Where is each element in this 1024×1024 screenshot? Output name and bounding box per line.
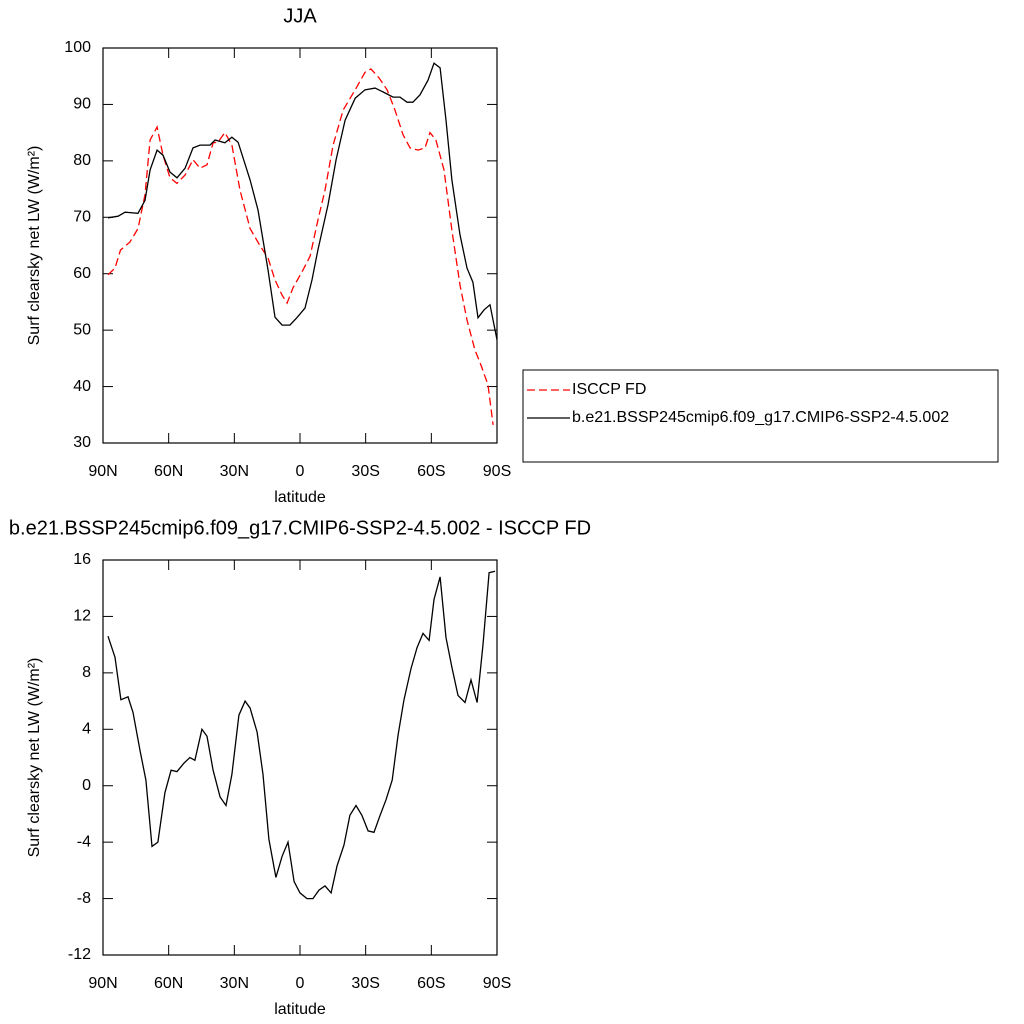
y-tick-label: 90 <box>73 96 91 113</box>
x-tick-label: 60S <box>417 975 445 992</box>
legend-label: b.e21.BSSP245cmip6.f09_g17.CMIP6-SSP2-4.… <box>572 409 949 426</box>
x-axis-label: latitude <box>274 489 326 506</box>
x-tick-label: 90S <box>483 463 511 480</box>
legend-label: ISCCP FD <box>572 381 646 398</box>
x-tick-label: 30S <box>351 463 379 480</box>
x-tick-label: 60N <box>154 975 183 992</box>
y-tick-label: 0 <box>82 777 91 794</box>
chart-title: JJA <box>283 5 317 27</box>
x-tick-label: 90N <box>88 463 117 480</box>
x-tick-label: 0 <box>296 463 305 480</box>
x-tick-label: 0 <box>296 975 305 992</box>
y-tick-label: 100 <box>64 39 91 56</box>
y-axis-label: Surf clearsky net LW (W/m²) <box>26 658 43 858</box>
plot-frame <box>102 47 498 444</box>
y-tick-label: 12 <box>73 608 91 625</box>
y-tick-label: 16 <box>73 551 91 568</box>
x-tick-label: 60N <box>154 463 183 480</box>
y-tick-label: -8 <box>77 890 91 907</box>
data-line <box>107 570 496 900</box>
x-tick-label: 60S <box>417 463 445 480</box>
y-tick-label: -4 <box>77 833 91 850</box>
y-tick-label: 80 <box>73 152 91 169</box>
x-axis-label: latitude <box>274 1001 326 1018</box>
x-tick-label: 30S <box>351 975 379 992</box>
legend-box <box>522 369 999 463</box>
chart-title: b.e21.BSSP245cmip6.f09_g17.CMIP6-SSP2-4.… <box>9 517 591 539</box>
y-tick-label: 50 <box>73 321 91 338</box>
y-tick-label: 8 <box>82 664 91 681</box>
y-axis-label: Surf clearsky net LW (W/m²) <box>26 146 43 346</box>
x-tick-label: 90S <box>483 975 511 992</box>
data-line <box>107 68 494 425</box>
plot-frame <box>102 559 498 956</box>
x-tick-label: 90N <box>88 975 117 992</box>
data-line <box>107 62 498 340</box>
y-tick-label: 70 <box>73 209 91 226</box>
y-tick-label: 4 <box>82 721 91 738</box>
y-tick-label: 30 <box>73 434 91 451</box>
x-tick-label: 30N <box>220 463 249 480</box>
y-tick-label: 40 <box>73 378 91 395</box>
y-tick-label: -12 <box>68 946 91 963</box>
y-tick-label: 60 <box>73 265 91 282</box>
x-tick-label: 30N <box>220 975 249 992</box>
